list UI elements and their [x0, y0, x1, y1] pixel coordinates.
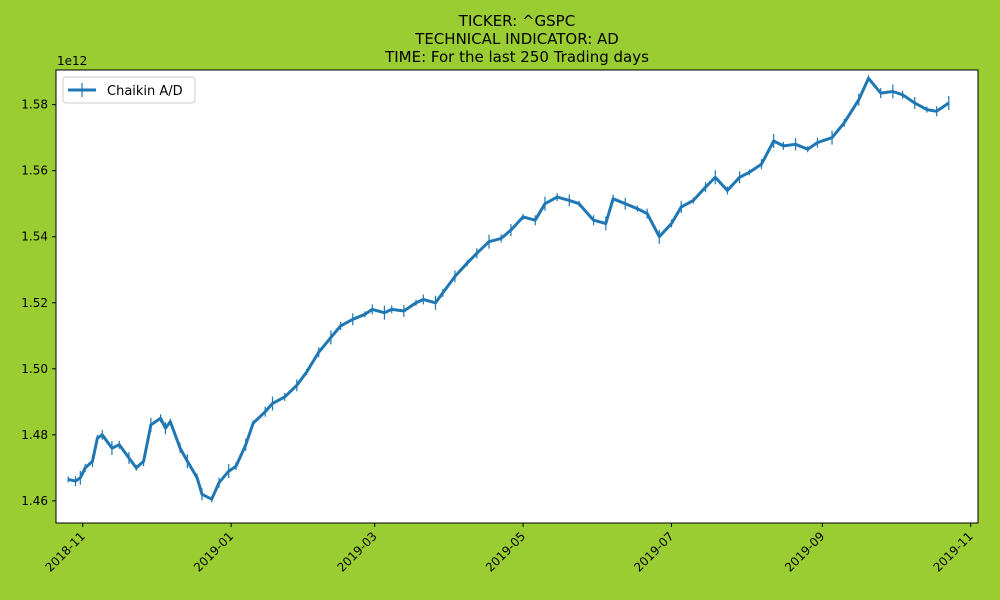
legend-box	[62, 76, 196, 104]
y-tick-label: 1.46	[21, 494, 48, 508]
y-tick-label: 1.52	[21, 296, 48, 310]
y-axis: 1.46 1.48 1.50 1.52 1.54 1.56 1.58	[21, 98, 56, 508]
plot-area	[55, 69, 979, 524]
y-tick-label: 1.48	[21, 428, 48, 442]
title-line-1: TICKER: ^GSPC	[458, 12, 575, 30]
y-tick-label: 1.50	[21, 362, 48, 376]
y-axis-offset-label: 1e12	[57, 54, 87, 68]
series-layer	[67, 75, 950, 503]
y-tick-label: 1.54	[21, 230, 48, 244]
legend-label: Chaikin A/D	[107, 84, 183, 99]
title-line-2: TECHNICAL INDICATOR: AD	[414, 30, 619, 48]
title-line-3: TIME: For the last 250 Trading days	[384, 48, 649, 66]
series-line	[67, 76, 950, 501]
y-tick-label: 1.56	[21, 164, 48, 178]
chart-title: TICKER: ^GSPC TECHNICAL INDICATOR: AD TI…	[384, 12, 649, 66]
y-tick-label: 1.58	[21, 98, 48, 112]
legend: Chaikin A/D	[62, 76, 196, 104]
